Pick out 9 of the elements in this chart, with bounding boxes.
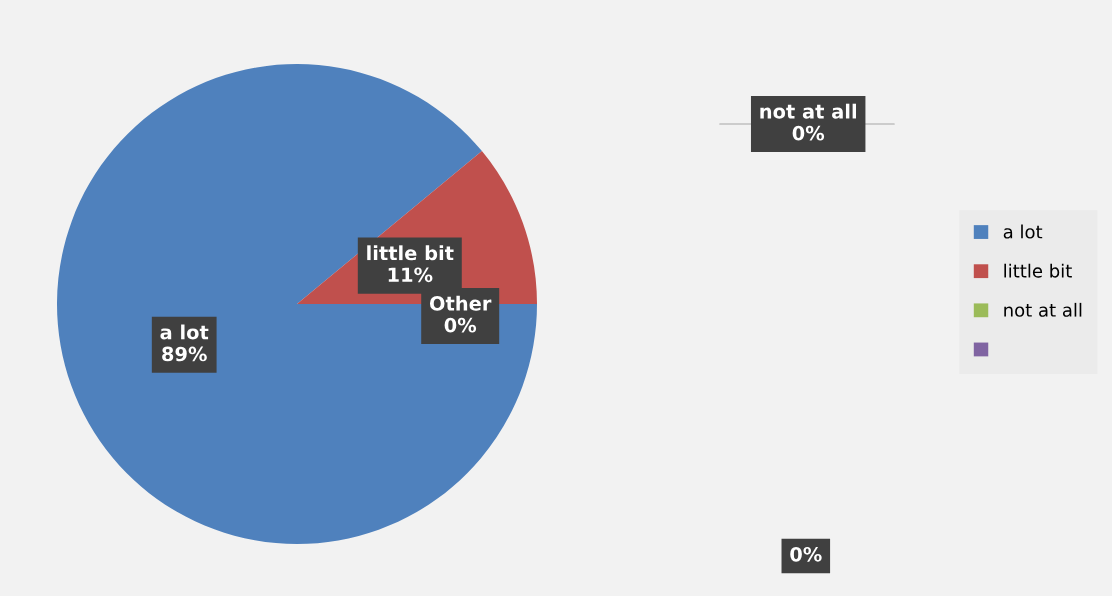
- legend-label: little bit: [1004, 263, 1072, 278]
- legend-label: a lot: [1003, 224, 1043, 239]
- text: not at all 0%: [760, 103, 857, 141]
- data-label: a lot 89%: [160, 324, 209, 362]
- text: Other 0%: [429, 295, 492, 333]
- text: 0%: [790, 546, 822, 562]
- pie-slice: [57, 64, 537, 544]
- data-label: little bit 11%: [367, 245, 454, 283]
- legend-label: not at all: [1004, 302, 1082, 317]
